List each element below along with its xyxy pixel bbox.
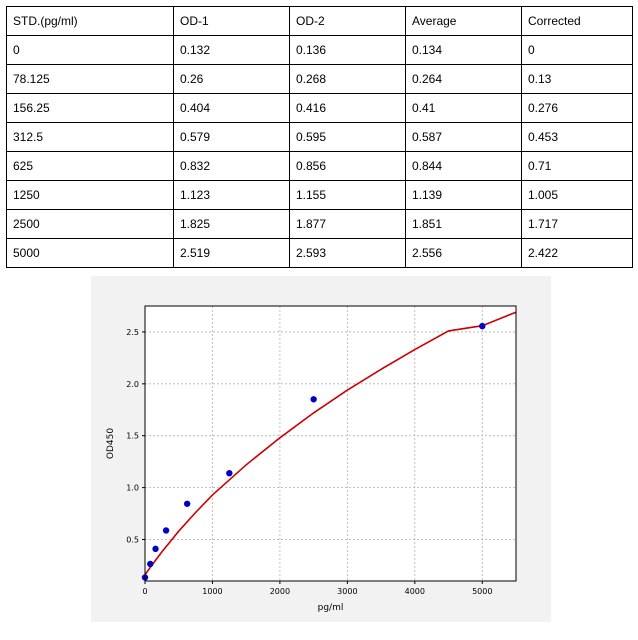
data-point: [152, 545, 159, 553]
cell-od1: 2.519: [173, 238, 290, 268]
cell-od1: 0.26: [173, 64, 290, 94]
cell-std: 625: [6, 151, 174, 181]
cell-od1: 0.404: [173, 93, 290, 123]
table-row: 156.25 0.404 0.416 0.41 0.276: [6, 93, 633, 123]
cell-od2: 1.877: [289, 209, 406, 239]
cell-average: 0.134: [405, 35, 522, 65]
fit-curve: [144, 311, 517, 576]
data-point: [226, 469, 233, 477]
cell-od2: 0.595: [289, 122, 406, 152]
table-row: 312.5 0.579 0.595 0.587 0.453: [6, 122, 633, 152]
header-corrected: Corrected: [521, 6, 633, 36]
header-od2: OD-2: [289, 6, 406, 36]
gridlines: [144, 306, 516, 581]
cell-average: 2.556: [405, 238, 522, 268]
data-point: [183, 500, 191, 507]
cell-corrected: 0.71: [521, 151, 633, 181]
plot-frame: [144, 305, 517, 582]
cell-od1: 1.123: [173, 180, 290, 210]
y-axis-title: OD450: [106, 428, 116, 459]
cell-od1: 0.579: [173, 122, 290, 152]
cell-average: 0.844: [405, 151, 522, 181]
y-tick-label: 1.0: [126, 484, 139, 493]
cell-corrected: 0.13: [521, 64, 633, 94]
y-tick-label: 0.5: [126, 535, 139, 544]
cell-od1: 0.132: [173, 35, 290, 65]
cell-std: 0: [6, 35, 174, 65]
data-points: [141, 322, 486, 581]
cell-std: 78.125: [6, 64, 174, 94]
header-od1: OD-1: [173, 6, 290, 36]
header-std: STD.(pg/ml): [6, 6, 174, 36]
cell-od2: 0.856: [289, 151, 406, 181]
cell-average: 1.851: [405, 209, 522, 239]
x-tick-label: 4000: [405, 587, 425, 596]
table-row: 625 0.832 0.856 0.844 0.71: [6, 151, 633, 181]
cell-std: 2500: [6, 209, 174, 239]
x-tick-label: 1000: [202, 587, 222, 596]
x-tick-label: 5000: [472, 587, 492, 596]
table-row: 78.125 0.26 0.268 0.264 0.13: [6, 64, 633, 94]
x-axis-title: pg/ml: [318, 603, 344, 613]
data-point: [162, 527, 170, 534]
cell-average: 1.139: [405, 180, 522, 210]
cell-corrected: 0.276: [521, 93, 633, 123]
y-axis-ticks: 0.5 1.0 1.5 2.0 2.5: [126, 328, 145, 544]
x-axis-ticks: 0 1000 2000 3000 4000 5000: [142, 581, 492, 596]
table-row: 2500 1.825 1.877 1.851 1.717: [6, 209, 633, 239]
table-row: 1250 1.123 1.155 1.139 1.005: [6, 180, 633, 210]
cell-od1: 0.832: [173, 151, 290, 181]
cell-od2: 1.155: [289, 180, 406, 210]
table-row: 5000 2.519 2.593 2.556 2.422: [6, 238, 633, 268]
x-tick-label: 2000: [270, 587, 290, 596]
y-tick-label: 1.5: [126, 432, 139, 441]
data-point: [310, 396, 317, 403]
standard-curve-table: STD.(pg/ml) OD-1 OD-2 Average Corrected …: [6, 6, 633, 268]
y-tick-label: 2.0: [126, 380, 139, 389]
cell-od1: 1.825: [173, 209, 290, 239]
x-tick-label: 3000: [337, 587, 357, 596]
x-tick-label: 0: [142, 587, 147, 596]
cell-average: 0.264: [405, 64, 522, 94]
cell-std: 156.25: [6, 93, 174, 123]
cell-od2: 0.416: [289, 93, 406, 123]
cell-std: 312.5: [6, 122, 174, 152]
cell-corrected: 0.453: [521, 122, 633, 152]
cell-od2: 0.268: [289, 64, 406, 94]
cell-od2: 0.136: [289, 35, 406, 65]
data-point: [479, 322, 486, 330]
cell-corrected: 2.422: [521, 238, 633, 268]
cell-std: 1250: [6, 180, 174, 210]
cell-corrected: 0: [521, 35, 633, 65]
cell-od2: 2.593: [289, 238, 406, 268]
cell-average: 0.41: [405, 93, 522, 123]
table-header-row: STD.(pg/ml) OD-1 OD-2 Average Corrected: [6, 6, 633, 36]
table-row: 0 0.132 0.136 0.134 0: [6, 35, 633, 65]
data-point: [147, 560, 154, 568]
cell-corrected: 1.005: [521, 180, 633, 210]
plot-area: [145, 306, 516, 581]
header-average: Average: [405, 6, 522, 36]
y-tick-label: 2.5: [126, 328, 139, 337]
cell-average: 0.587: [405, 122, 522, 152]
cell-std: 5000: [6, 238, 174, 268]
standard-curve-plot: 0 1000 2000 3000 4000 5000 0.5 1.0 1.5 2.0 2.5 pg…: [91, 276, 551, 622]
plot-canvas: 0 1000 2000 3000 4000 5000 0.5 1.0 1.5 2.0 2.5 pg…: [106, 305, 517, 613]
cell-corrected: 1.717: [521, 209, 633, 239]
